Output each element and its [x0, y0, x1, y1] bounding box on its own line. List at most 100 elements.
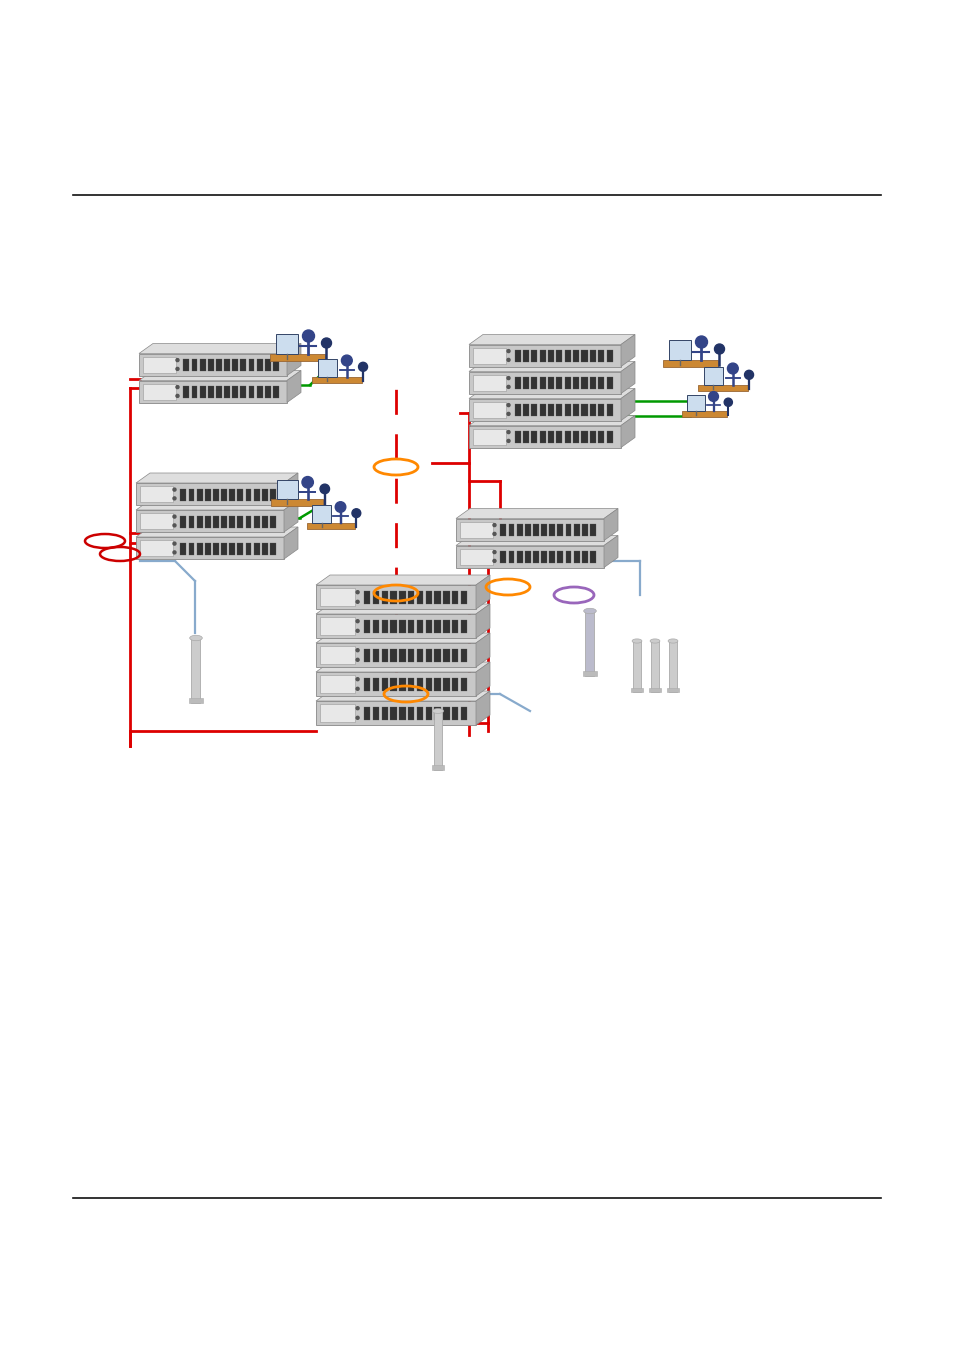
Circle shape	[493, 524, 496, 527]
Polygon shape	[136, 473, 297, 484]
Bar	[573, 404, 578, 416]
Bar	[215, 386, 222, 399]
Bar	[196, 543, 202, 555]
Bar	[273, 386, 278, 399]
Bar	[240, 359, 246, 372]
Bar	[398, 620, 405, 634]
Bar	[306, 523, 355, 530]
Bar	[522, 404, 529, 416]
Bar	[425, 678, 432, 692]
Bar	[183, 386, 189, 399]
Bar	[196, 489, 202, 501]
Circle shape	[506, 404, 510, 407]
Bar	[205, 543, 211, 555]
Bar	[256, 359, 262, 372]
Bar	[443, 648, 449, 662]
Polygon shape	[620, 335, 635, 366]
Bar	[581, 524, 587, 536]
Bar	[443, 707, 449, 720]
Bar	[564, 404, 570, 416]
Bar	[319, 646, 355, 663]
Bar	[381, 590, 388, 604]
Circle shape	[727, 363, 738, 374]
Bar	[229, 489, 234, 501]
Bar	[539, 431, 545, 443]
Circle shape	[506, 377, 510, 380]
Bar	[229, 516, 234, 528]
Ellipse shape	[649, 639, 659, 643]
Bar	[312, 377, 361, 382]
Bar	[524, 551, 530, 563]
Bar	[390, 678, 396, 692]
Bar	[589, 551, 596, 563]
Bar	[265, 386, 271, 399]
Bar	[416, 707, 423, 720]
Bar	[364, 648, 370, 662]
Bar	[315, 671, 476, 696]
Polygon shape	[315, 604, 490, 613]
Bar	[531, 404, 537, 416]
Bar	[364, 590, 370, 604]
Circle shape	[493, 559, 496, 562]
Bar	[573, 350, 578, 362]
Bar	[606, 404, 612, 416]
Bar	[373, 648, 378, 662]
Circle shape	[355, 688, 358, 690]
Polygon shape	[139, 370, 301, 381]
Polygon shape	[620, 362, 635, 393]
Bar	[631, 688, 642, 692]
Bar	[540, 551, 546, 563]
Bar	[598, 431, 603, 443]
Bar	[208, 386, 213, 399]
Bar	[686, 394, 704, 411]
Bar	[408, 620, 414, 634]
Bar	[522, 431, 529, 443]
Bar	[585, 611, 594, 676]
Bar	[434, 707, 440, 720]
Bar	[364, 620, 370, 634]
Circle shape	[341, 355, 352, 366]
Polygon shape	[476, 690, 490, 725]
Bar	[443, 678, 449, 692]
Bar	[245, 516, 252, 528]
Bar	[606, 350, 612, 362]
Circle shape	[175, 367, 179, 370]
Bar	[140, 513, 172, 530]
Bar	[431, 765, 444, 770]
Bar	[649, 688, 659, 692]
Bar	[434, 678, 440, 692]
Bar	[473, 401, 506, 417]
Bar	[434, 648, 440, 662]
Bar	[443, 590, 449, 604]
Bar	[668, 340, 690, 359]
Bar	[473, 374, 506, 390]
Bar	[500, 524, 506, 536]
Bar	[232, 359, 238, 372]
Bar	[408, 678, 414, 692]
Bar	[573, 551, 579, 563]
Bar	[319, 617, 355, 635]
Bar	[589, 404, 596, 416]
Bar	[398, 648, 405, 662]
Circle shape	[172, 542, 175, 544]
Polygon shape	[469, 416, 635, 426]
Bar	[662, 359, 718, 367]
Ellipse shape	[632, 639, 641, 643]
Bar	[275, 334, 297, 354]
Bar	[373, 620, 378, 634]
Circle shape	[355, 600, 358, 604]
Bar	[582, 671, 597, 676]
Bar	[452, 620, 458, 634]
Bar	[581, 431, 587, 443]
Bar	[564, 350, 570, 362]
Polygon shape	[139, 343, 301, 354]
Bar	[443, 620, 449, 634]
Bar	[452, 648, 458, 662]
Bar	[514, 431, 520, 443]
Circle shape	[321, 338, 331, 349]
Circle shape	[175, 394, 179, 397]
Bar	[573, 377, 578, 389]
Bar	[253, 543, 259, 555]
Bar	[373, 590, 378, 604]
Bar	[315, 701, 476, 725]
